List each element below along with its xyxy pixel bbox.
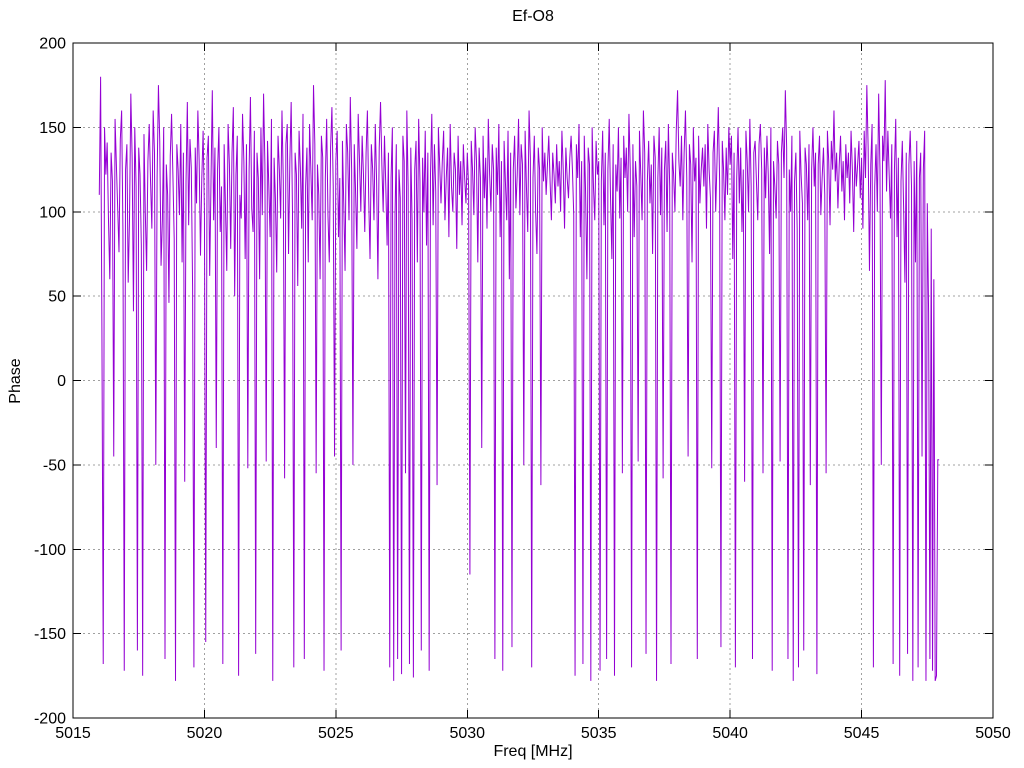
x-tick-label: 5040 <box>712 725 748 742</box>
x-tick-label: 5015 <box>55 725 91 742</box>
y-tick-label: 0 <box>57 373 66 390</box>
y-tick-label: -50 <box>43 457 66 474</box>
x-tick-label: 5030 <box>449 725 485 742</box>
phase-trace <box>98 76 940 682</box>
y-tick-label: 50 <box>48 289 66 306</box>
y-tick-label: -100 <box>34 542 66 559</box>
y-tick-label: 100 <box>39 204 66 221</box>
x-tick-label: 5035 <box>581 725 617 742</box>
y-tick-label: 200 <box>39 36 66 53</box>
y-tick-label: -150 <box>34 626 66 643</box>
x-tick-label: 5020 <box>187 725 223 742</box>
x-axis-label: Freq [MHz] <box>493 743 573 760</box>
chart-title: Ef-O8 <box>512 8 554 25</box>
x-tick-label: 5045 <box>844 725 880 742</box>
y-tick-label: -200 <box>34 711 66 728</box>
y-tick-label: 150 <box>39 120 66 137</box>
x-tick-label: 5025 <box>318 725 354 742</box>
x-tick-label: 5050 <box>975 725 1011 742</box>
y-axis-label: Phase <box>7 358 24 404</box>
